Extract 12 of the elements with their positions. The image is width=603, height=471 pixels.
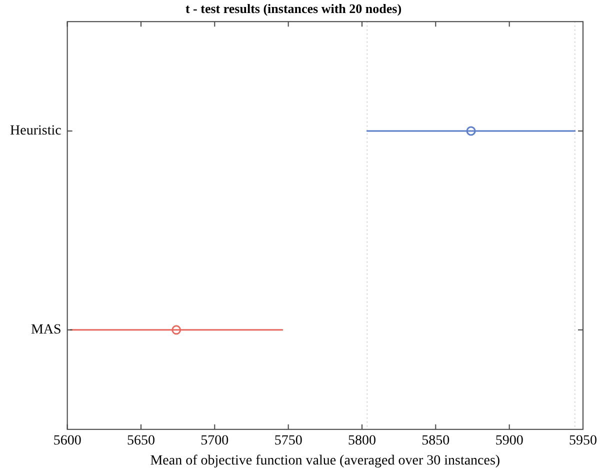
x-tick-label: 5650 xyxy=(126,433,155,448)
x-tick-label: 5950 xyxy=(569,433,597,448)
x-tick-label: 5800 xyxy=(348,433,376,448)
x-tick-label: 5750 xyxy=(274,433,302,448)
x-tick-label: 5900 xyxy=(495,433,524,448)
x-tick-label: 5850 xyxy=(422,433,450,448)
y-tick-label: MAS xyxy=(30,322,62,338)
chart-title: t - test results (instances with 20 nodes) xyxy=(185,1,402,16)
x-tick-label: 5600 xyxy=(53,433,82,448)
y-tick-label: Heuristic xyxy=(10,124,62,139)
x-tick-label: 5700 xyxy=(200,433,229,448)
x-axis-title: Mean of objective function value (averaged over 30 instances) xyxy=(150,453,500,468)
